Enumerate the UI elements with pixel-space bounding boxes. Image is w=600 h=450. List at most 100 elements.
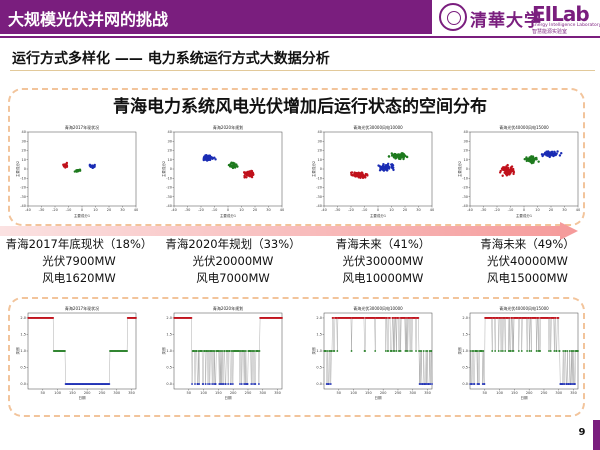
- x-tick-label: 30: [120, 208, 124, 212]
- state-point: [535, 350, 538, 352]
- y-tick-label: 1.5: [462, 333, 468, 337]
- x-tick-label: 0: [227, 208, 229, 212]
- slide-title: 大规模光伏并网的挑战: [8, 10, 169, 29]
- x-tick-label: 100: [200, 391, 207, 395]
- university-seal-icon: [439, 3, 467, 31]
- scatter-point: [400, 156, 403, 159]
- scatter-plot-41pct: 青海光伏30000风电10000 -40 -30 -20 -10 0 10 20 30 40 40 3…: [312, 122, 436, 220]
- x-tick-label: 0: [81, 208, 83, 212]
- state-point: [409, 350, 412, 352]
- y-tick-label: 30: [464, 139, 468, 143]
- plot-frame: [323, 312, 433, 390]
- x-tick-label: 300: [113, 391, 120, 395]
- scatter-point: [399, 153, 402, 157]
- state-point: [494, 350, 497, 352]
- x-tick-label: 350: [570, 391, 577, 395]
- scatter-svg: 青海2017年现状况 -40 -30 -20 -10 0 10 20 30 40 40 30 20 10 0…: [16, 124, 138, 218]
- state-point: [213, 350, 216, 352]
- state-point: [554, 317, 557, 319]
- y-tick-label: 40: [168, 130, 172, 134]
- x-tick-label: 300: [555, 391, 562, 395]
- scatter-point: [390, 166, 394, 169]
- y-axis-label: 类别: [312, 347, 316, 355]
- timeseries-plot-41pct: 青海光伏30000风电10000 50 100 150 200 250 300 350 2.0 1…: [312, 303, 436, 401]
- scenario-name: 青海未来（49%）: [480, 237, 575, 251]
- timeseries-plot-2020: 青海2020年规划 50 100 150 200 250 300 350 2.0 1.5 1.0 0.…: [162, 303, 286, 401]
- scatter-point: [202, 158, 206, 161]
- plot-title: 青海光伏40000风电15000: [499, 305, 549, 311]
- y-tick-label: -10: [316, 176, 322, 180]
- scatter-point: [214, 158, 217, 161]
- scatter-point: [236, 165, 239, 168]
- x-tick-label: 30: [562, 208, 566, 212]
- state-point: [473, 383, 476, 385]
- y-tick-label: 0.0: [316, 382, 322, 386]
- x-tick-label: -10: [508, 208, 514, 212]
- x-tick-label: -10: [66, 208, 72, 212]
- state-point: [512, 350, 515, 352]
- state-point: [331, 350, 333, 352]
- scatter-point: [251, 173, 255, 177]
- y-tick-label: 0: [320, 167, 322, 171]
- scatter-point: [550, 150, 553, 154]
- y-tick-label: 30: [22, 139, 26, 143]
- scatter-point: [382, 162, 385, 166]
- state-point: [397, 317, 400, 319]
- scatter-point: [383, 165, 386, 169]
- x-tick-label: 200: [526, 391, 533, 395]
- scatter-point: [532, 159, 536, 162]
- state-point: [431, 383, 433, 385]
- scatter-point: [535, 157, 538, 161]
- scatter-point: [384, 168, 387, 171]
- scatter-point: [243, 174, 246, 178]
- state-point: [417, 317, 420, 319]
- scatter-point: [246, 170, 249, 174]
- state-point: [108, 383, 111, 385]
- x-axis-label: 主要成分1: [516, 213, 532, 218]
- scatter-point: [91, 166, 94, 170]
- state-point: [230, 383, 233, 385]
- scatter-point: [547, 151, 550, 154]
- y-tick-label: -20: [166, 186, 172, 190]
- scatter-point: [556, 150, 559, 153]
- page-number: 9: [578, 427, 586, 438]
- y-tick-label: -30: [316, 195, 322, 199]
- x-tick-label: -10: [212, 208, 218, 212]
- scatter-point: [395, 154, 398, 158]
- x-tick-label: -40: [467, 208, 473, 212]
- state-point: [469, 350, 472, 352]
- lab-logo: EILab Energy Intelligence Laboratory 智慧能…: [532, 2, 600, 35]
- scatter-point: [65, 161, 69, 165]
- y-axis-label: 主要成分2: [458, 161, 462, 177]
- scatter-point: [354, 175, 357, 178]
- state-point: [207, 383, 209, 385]
- state-point: [223, 350, 226, 352]
- x-axis-label: 主要成分1: [220, 213, 236, 218]
- scatter-point: [397, 157, 401, 161]
- scatter-point: [528, 157, 532, 161]
- scatter-point: [542, 153, 545, 156]
- scatter-point: [248, 173, 252, 176]
- state-point: [384, 350, 387, 352]
- state-point: [254, 383, 257, 385]
- x-axis-label: 主要成分1: [370, 213, 386, 218]
- x-tick-label: 100: [54, 391, 61, 395]
- scatter-point: [205, 159, 209, 162]
- scatter-point: [558, 154, 562, 157]
- y-tick-label: -20: [20, 186, 26, 190]
- x-tick-label: -20: [494, 208, 500, 212]
- x-axis-label: 主要成分1: [74, 213, 90, 218]
- x-tick-label: 200: [84, 391, 91, 395]
- state-point: [135, 317, 137, 319]
- state-point: [526, 350, 529, 352]
- state-point: [471, 383, 473, 385]
- scenario-pv: 光伏30000MW: [342, 254, 424, 268]
- x-tick-label: 20: [253, 208, 257, 212]
- y-tick-label: 1.0: [462, 349, 468, 353]
- scatter-point: [387, 167, 391, 170]
- state-point: [563, 383, 566, 385]
- plot-frame: [469, 312, 579, 390]
- state-point: [204, 383, 207, 385]
- scatter-point: [401, 152, 404, 155]
- state-point: [246, 383, 249, 385]
